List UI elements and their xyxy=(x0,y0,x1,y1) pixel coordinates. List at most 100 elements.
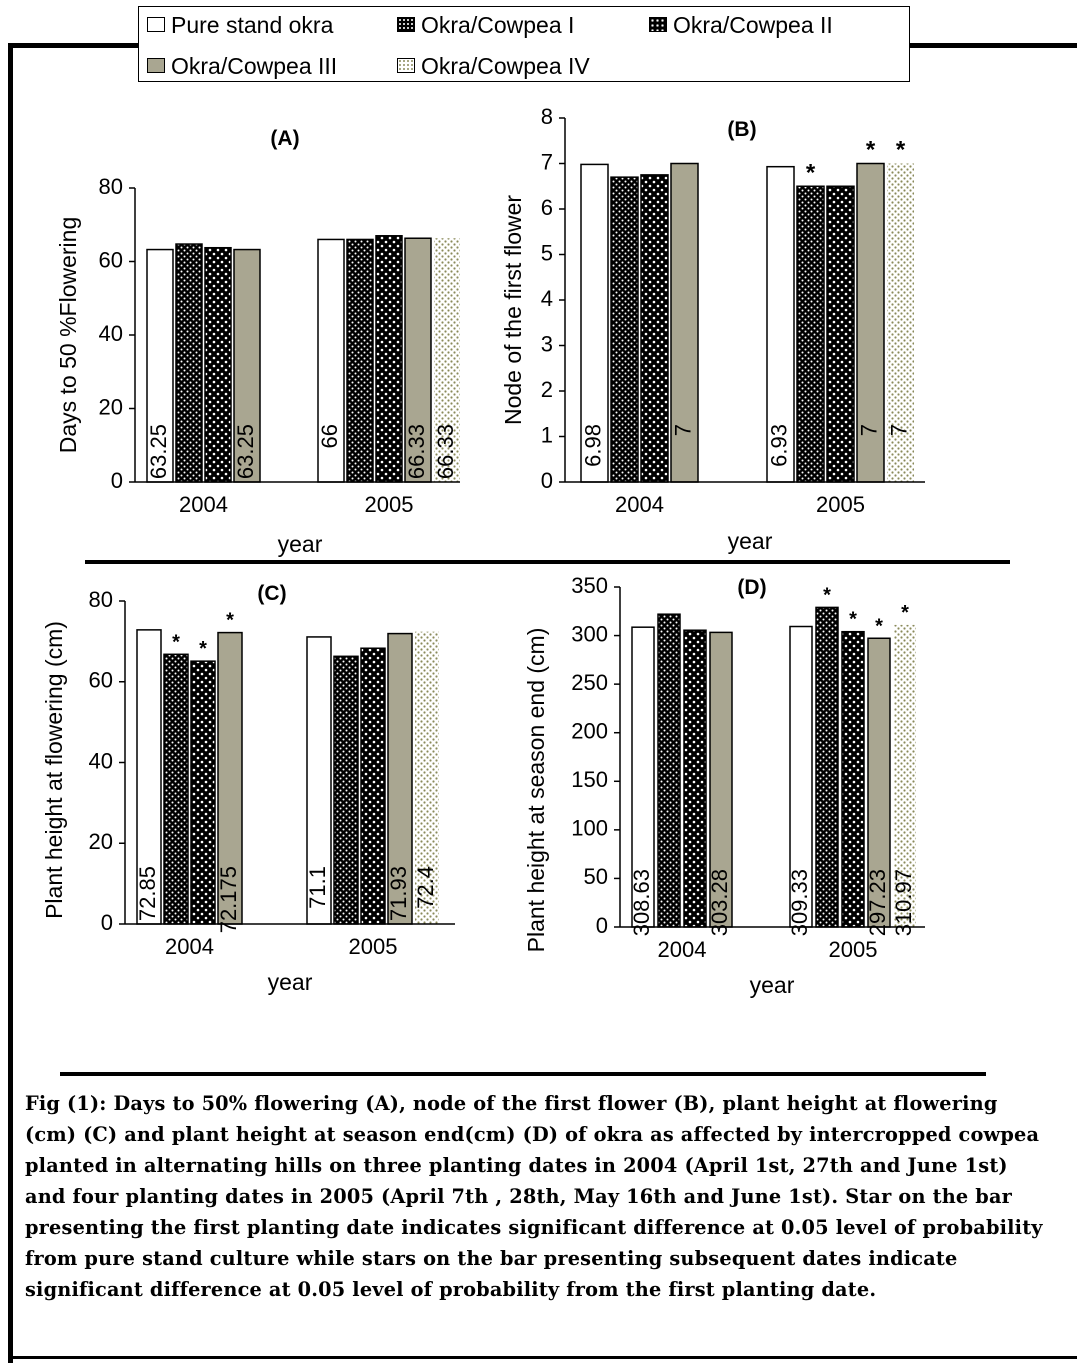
x-tick-label: 2005 xyxy=(349,934,398,959)
bar-value-label: 63.25 xyxy=(233,424,258,479)
y-tick-label: 150 xyxy=(571,767,608,792)
bar-sparse-dots xyxy=(640,174,669,483)
bar-value-label: 66.33 xyxy=(404,424,429,479)
y-tick-label: 80 xyxy=(99,174,123,199)
bar-dense-dots xyxy=(333,655,359,925)
y-tick-label: 6 xyxy=(541,195,553,220)
legend-item-cowpea-3: Okra/Cowpea III xyxy=(147,51,337,81)
y-tick-label: 5 xyxy=(541,240,553,265)
significance-star: * xyxy=(806,159,816,186)
y-tick-label: 0 xyxy=(101,910,113,935)
bar-sparse-dots xyxy=(204,246,232,483)
bar-value-label: 72.85 xyxy=(135,866,160,921)
legend-swatch-dense-dots xyxy=(397,17,415,33)
x-axis-label: year xyxy=(750,972,795,998)
significance-star: * xyxy=(866,137,876,164)
y-axis-label: Plant height at flowering (cm) xyxy=(41,621,67,919)
bar-dotted xyxy=(434,238,460,482)
y-tick-label: 40 xyxy=(89,748,113,773)
bar-dense-dots xyxy=(346,238,374,483)
bar-dense-dots xyxy=(175,243,203,483)
x-tick-label: 2004 xyxy=(658,937,707,962)
x-axis-label: year xyxy=(278,531,323,557)
bar-white xyxy=(766,165,795,483)
legend-label: Okra/Cowpea II xyxy=(673,12,833,38)
y-tick-label: 0 xyxy=(541,468,553,493)
chart-panel-a: 63.25 63.25 66 66.33 66.33 0 20 40 60 80 2004 2005 (… xyxy=(55,127,460,557)
significance-star: * xyxy=(199,638,207,660)
y-tick-label: 0 xyxy=(596,913,608,938)
legend-label: Okra/Cowpea IV xyxy=(421,53,590,79)
bar-value-label: 72.175 xyxy=(216,866,241,933)
significance-star: * xyxy=(849,609,857,631)
x-axis-label: year xyxy=(728,528,773,554)
y-tick-label: 80 xyxy=(89,587,113,612)
bar-value-label: 72.4 xyxy=(413,866,438,909)
bar-value-label: 309.33 xyxy=(787,869,812,936)
bar-value-label: 308.63 xyxy=(629,869,654,936)
x-axis-label: year xyxy=(268,969,313,995)
bar-value-label: 63.25 xyxy=(146,424,171,479)
bar-white xyxy=(136,629,162,925)
bar-white xyxy=(306,636,332,925)
x-tick-label: 2004 xyxy=(179,492,228,517)
caption-separator xyxy=(60,1072,986,1076)
y-tick-label: 3 xyxy=(541,331,553,356)
significance-star: * xyxy=(901,602,909,624)
bar-dotted xyxy=(415,631,439,924)
bar-white xyxy=(317,238,345,483)
bar-dense-dots xyxy=(610,176,639,483)
y-tick-label: 1 xyxy=(541,422,553,447)
y-axis-label: Days to 50 %Flowering xyxy=(55,217,81,454)
bar-value-label: 71.1 xyxy=(305,866,330,909)
bar-dotted xyxy=(887,163,914,482)
x-tick-label: 2004 xyxy=(165,934,214,959)
bar-value-label: 310.97 xyxy=(891,869,916,936)
bar-gray xyxy=(217,631,243,925)
legend-item-cowpea-4: Okra/Cowpea IV xyxy=(397,51,590,81)
y-tick-label: 250 xyxy=(571,670,608,695)
y-tick-label: 4 xyxy=(541,286,553,311)
y-tick-label: 2 xyxy=(541,377,553,402)
chart-panel-d: 308.63 303.28 309.33 297.23 310.97 * * * * 0 50 100… xyxy=(523,573,925,998)
panel-title: (B) xyxy=(727,118,756,141)
chart-panel-c: 72.85 72.175 71.1 71.93 72.4 * * * 0 20 40 60 80 2004… xyxy=(41,582,455,995)
x-tick-label: 2004 xyxy=(615,492,664,517)
bar-dense-dots xyxy=(815,606,839,928)
y-tick-label: 300 xyxy=(571,621,608,646)
bar-value-label: 66 xyxy=(317,424,342,448)
figure-caption: Fig (1): Days to 50% flowering (A), node… xyxy=(25,1088,1045,1305)
bar-value-label: 7 xyxy=(886,424,911,436)
chart-legend: Pure stand okra Okra/Cowpea I Okra/Cowpe… xyxy=(138,6,910,82)
y-tick-label: 350 xyxy=(571,573,608,598)
panel-title: (C) xyxy=(257,582,286,605)
panel-title: (D) xyxy=(737,576,766,599)
y-tick-label: 60 xyxy=(99,247,123,272)
y-tick-label: 0 xyxy=(111,468,123,493)
bar-value-label: 71.93 xyxy=(386,866,411,921)
legend-item-cowpea-2: Okra/Cowpea II xyxy=(649,10,833,40)
y-tick-label: 7 xyxy=(541,149,553,174)
y-tick-label: 8 xyxy=(541,104,553,129)
bar-dotted xyxy=(894,624,916,927)
bar-dense-dots xyxy=(657,613,681,928)
bar-sparse-dots xyxy=(190,660,216,925)
bar-sparse-dots xyxy=(826,185,855,483)
caption-text: Fig (1): Days to 50% flowering (A), node… xyxy=(25,1092,1043,1301)
bar-sparse-dots xyxy=(683,629,707,928)
significance-star: * xyxy=(823,584,831,606)
y-tick-label: 50 xyxy=(584,864,608,889)
bar-sparse-dots xyxy=(841,630,865,928)
y-tick-label: 40 xyxy=(99,321,123,346)
bar-dense-dots xyxy=(796,185,825,483)
bar-value-label: 7 xyxy=(670,424,695,436)
legend-swatch-gray xyxy=(147,58,165,74)
legend-item-cowpea-1: Okra/Cowpea I xyxy=(397,10,574,40)
bar-value-label: 6.93 xyxy=(766,424,791,467)
panel-separator xyxy=(85,560,1010,564)
bar-gray xyxy=(670,162,699,483)
y-tick-label: 100 xyxy=(571,816,608,841)
y-axis-label: Node of the first flower xyxy=(500,195,526,425)
